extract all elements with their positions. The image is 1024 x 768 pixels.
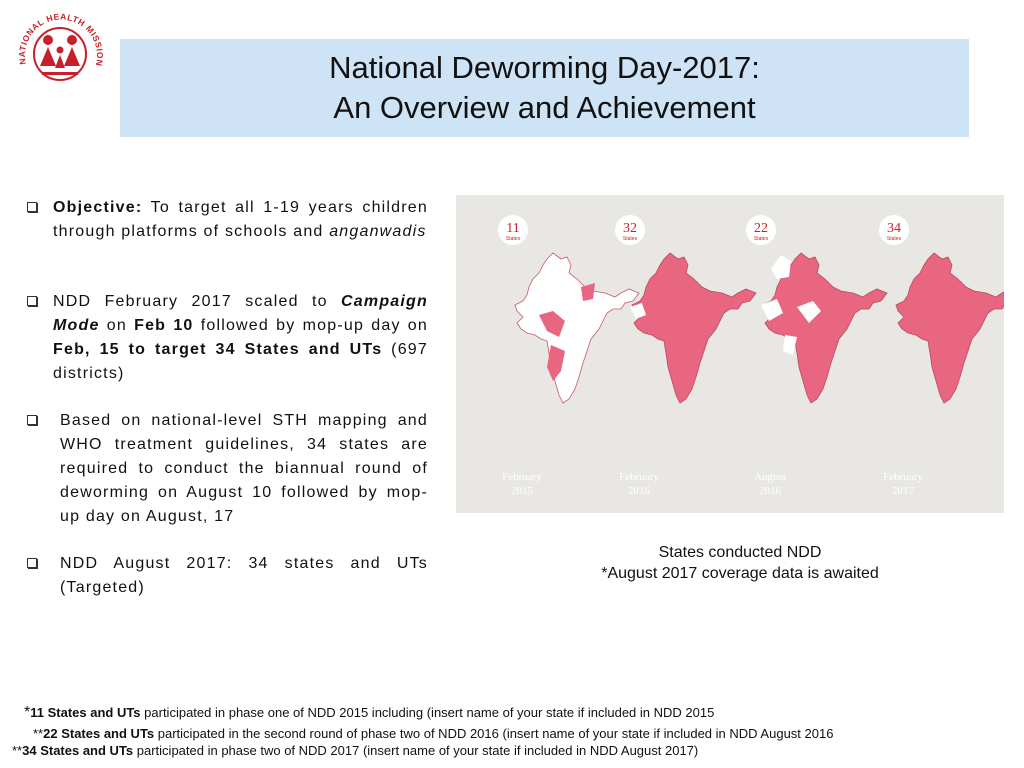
bullet-text: NDD February 2017 scaled to Campaign Mod… bbox=[53, 290, 428, 386]
bullet-checkbox-icon bbox=[27, 558, 37, 568]
page-title-line-1: National Deworming Day-2017: bbox=[329, 50, 760, 85]
bullet-ndd-august: NDD August 2017: 34 states and UTs (Targ… bbox=[22, 552, 428, 600]
bullet-text: Objective: To target all 1-19 years chil… bbox=[53, 196, 428, 244]
map-unit: States bbox=[623, 236, 638, 242]
caption-line-2: *August 2017 coverage data is awaited bbox=[601, 565, 879, 582]
feb-15-target: Feb, 15 to target 34 States and UTs bbox=[53, 341, 383, 358]
bullet-checkbox-icon bbox=[27, 415, 37, 425]
bullet-sth-mapping: Based on national-level STH mapping and … bbox=[22, 409, 428, 529]
map-count-circle bbox=[615, 215, 645, 245]
feb-10: Feb 10 bbox=[134, 317, 194, 334]
map-month: August bbox=[754, 471, 786, 483]
map-year: 2015 bbox=[511, 485, 534, 497]
footnote-marker: ** bbox=[12, 743, 23, 758]
page-title-line-2: An Overview and Achievement bbox=[333, 90, 756, 125]
objective-text: To target all 1-19 years children throug… bbox=[53, 199, 428, 240]
map-feb-2016: 32 States February 2016 bbox=[615, 215, 757, 497]
map-count: 22 bbox=[754, 221, 768, 236]
bullet-text: NDD August 2017: 34 states and UTs (Targ… bbox=[60, 555, 428, 596]
bullet-2-text-c: followed by mop-up day on bbox=[193, 317, 429, 334]
india-map-shape bbox=[631, 252, 757, 404]
footnote-bold: 34 States and UTs bbox=[22, 743, 134, 758]
uncovered-regions bbox=[761, 255, 821, 355]
bullet-text: Based on national-level STH mapping and … bbox=[60, 412, 428, 525]
map-count-circle bbox=[746, 215, 776, 245]
title-banner: National Deworming Day-2017: An Overview… bbox=[120, 39, 969, 137]
covered-regions bbox=[539, 283, 595, 381]
map-aug-2016: 22 States August 2016 bbox=[746, 215, 888, 497]
footnote-2: **22 States and UTs participated in the … bbox=[33, 726, 833, 741]
uncovered-regions bbox=[630, 303, 646, 319]
caption-line-1: States conducted NDD bbox=[658, 544, 822, 561]
map-unit: States bbox=[754, 236, 769, 242]
bullet-ndd-february: NDD February 2017 scaled to Campaign Mod… bbox=[22, 290, 428, 386]
map-year: 2016 bbox=[628, 485, 651, 497]
footnote-text: participated in phase two of NDD 2017 (i… bbox=[133, 743, 699, 758]
india-maps-figure: 11 States February 2015 32 States Februa… bbox=[498, 215, 1021, 497]
map-count: 11 bbox=[506, 221, 519, 236]
map-year: 2017 bbox=[892, 485, 915, 497]
footnote-1: *11 States and UTs participated in phase… bbox=[24, 704, 714, 722]
footnote-text: participated in the second round of phas… bbox=[154, 726, 834, 741]
map-feb-2017: 34 States February 2017 bbox=[879, 215, 1021, 497]
map-count-circle bbox=[879, 215, 909, 245]
map-month: February bbox=[502, 471, 542, 483]
footnote-marker: * bbox=[24, 704, 31, 721]
campaign-mode: Campaign Mode bbox=[53, 293, 428, 334]
india-map-shape bbox=[514, 252, 640, 404]
map-unit: States bbox=[506, 236, 521, 242]
bullet-checkbox-icon bbox=[27, 202, 37, 212]
bullet-objective: Objective: To target all 1-19 years chil… bbox=[22, 196, 428, 244]
india-map-shape bbox=[895, 252, 1021, 404]
bullet-checkbox-icon bbox=[27, 296, 37, 306]
map-month: February bbox=[883, 471, 923, 483]
map-feb-2015: 11 States February 2015 bbox=[498, 215, 640, 497]
map-count: 34 bbox=[887, 221, 901, 236]
bullet-2-text-a: NDD February 2017 scaled to bbox=[53, 293, 342, 310]
map-unit: States bbox=[887, 236, 902, 242]
nhm-logo: NATIONAL HEALTH MISSION bbox=[17, 11, 104, 81]
footnote-bold: 22 States and UTs bbox=[43, 726, 155, 741]
objective-label: Objective: bbox=[53, 199, 143, 216]
footnote-bold: 11 States and UTs bbox=[30, 705, 141, 720]
objective-italic: anganwadis bbox=[329, 223, 427, 240]
bullet-2-text-d: (697 districts) bbox=[53, 341, 428, 382]
footnote-marker: ** bbox=[33, 726, 44, 741]
map-count: 32 bbox=[623, 221, 637, 236]
india-maps-panel: 11 States February 2015 32 States Februa… bbox=[456, 195, 1021, 513]
map-count-circle bbox=[498, 215, 528, 245]
maps-caption: States conducted NDD *August 2017 covera… bbox=[560, 542, 920, 584]
map-year: 2016 bbox=[759, 485, 782, 497]
footnote-text: participated in phase one of NDD 2015 in… bbox=[140, 705, 715, 720]
bullet-2-text-b: on bbox=[99, 317, 135, 334]
footnote-3: **34 States and UTs participated in phas… bbox=[12, 743, 698, 758]
map-month: February bbox=[619, 471, 659, 483]
